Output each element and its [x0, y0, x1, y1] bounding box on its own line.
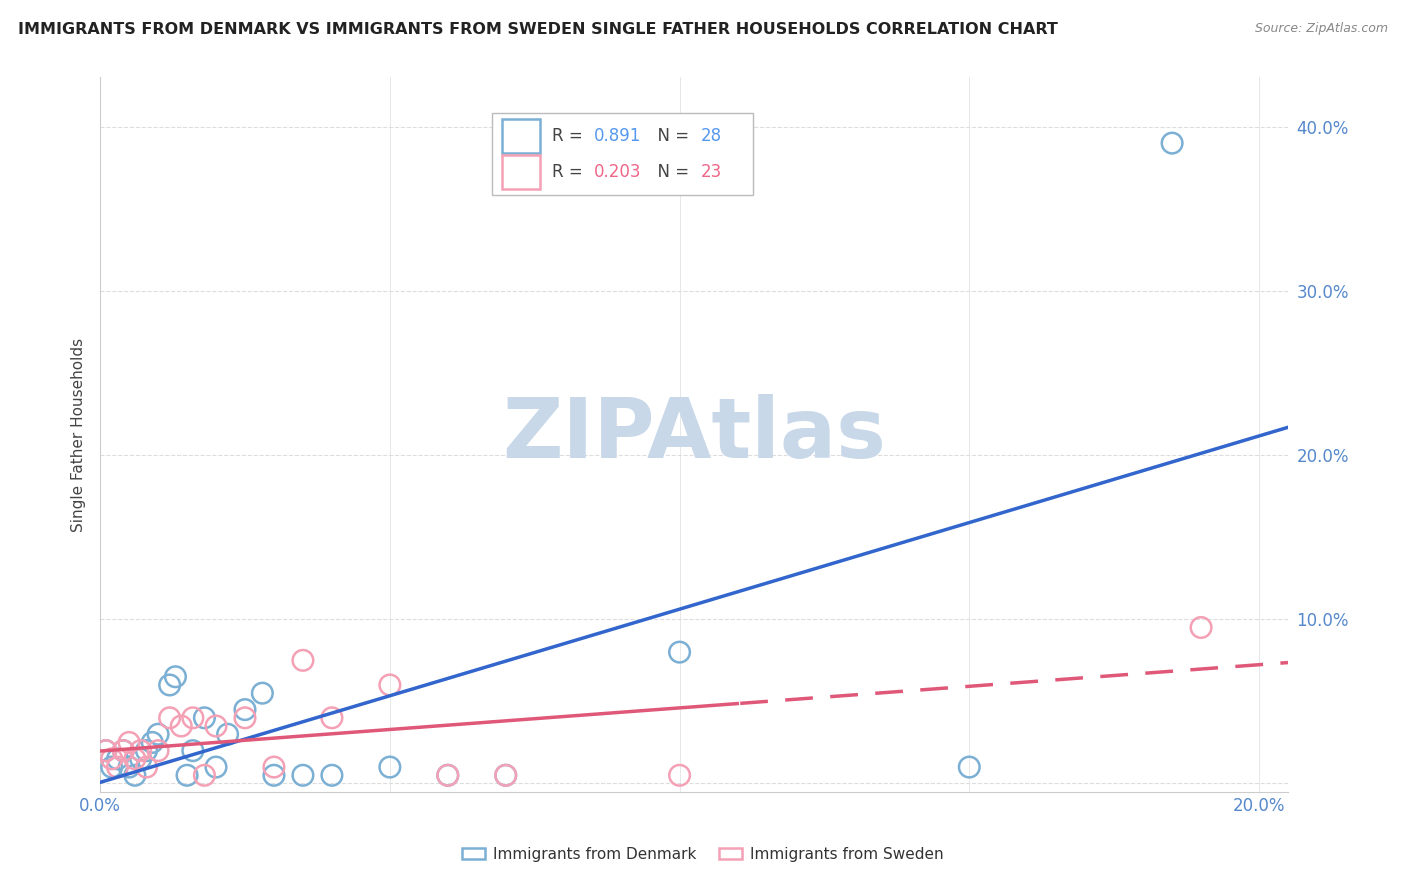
Point — [193, 711, 215, 725]
Point — [146, 744, 169, 758]
Point — [129, 744, 152, 758]
Point — [193, 768, 215, 782]
Point — [378, 760, 401, 774]
Text: IMMIGRANTS FROM DENMARK VS IMMIGRANTS FROM SWEDEN SINGLE FATHER HOUSEHOLDS CORRE: IMMIGRANTS FROM DENMARK VS IMMIGRANTS FR… — [18, 22, 1059, 37]
Text: ZIPAtlas: ZIPAtlas — [502, 394, 886, 475]
Point — [118, 735, 141, 749]
Point — [100, 752, 122, 766]
Point — [263, 760, 285, 774]
Point — [263, 768, 285, 782]
Point — [94, 744, 117, 758]
Point — [94, 744, 117, 758]
Point — [181, 711, 204, 725]
Point — [112, 744, 135, 758]
Point — [1161, 136, 1184, 150]
Point — [291, 653, 314, 667]
Legend: Immigrants from Denmark, Immigrants from Sweden: Immigrants from Denmark, Immigrants from… — [457, 841, 949, 868]
Point — [436, 768, 458, 782]
Text: N =: N = — [647, 128, 695, 145]
Point — [170, 719, 193, 733]
Point — [205, 719, 228, 733]
Point — [146, 727, 169, 741]
Point — [107, 760, 129, 774]
Point — [291, 768, 314, 782]
FancyBboxPatch shape — [492, 113, 754, 195]
Point — [233, 703, 256, 717]
Point — [176, 768, 198, 782]
Point — [217, 727, 239, 741]
Text: 23: 23 — [702, 163, 723, 181]
Point — [668, 645, 690, 659]
Point — [135, 760, 157, 774]
Point — [181, 744, 204, 758]
Point — [100, 760, 122, 774]
Point — [321, 768, 343, 782]
Text: R =: R = — [551, 163, 588, 181]
Point — [141, 735, 163, 749]
Point — [135, 744, 157, 758]
Text: Source: ZipAtlas.com: Source: ZipAtlas.com — [1254, 22, 1388, 36]
Text: N =: N = — [647, 163, 695, 181]
Point — [205, 760, 228, 774]
Point — [124, 752, 146, 766]
Point — [378, 678, 401, 692]
Point — [159, 711, 181, 725]
Point — [112, 744, 135, 758]
Text: R =: R = — [551, 128, 588, 145]
Point — [159, 678, 181, 692]
Point — [321, 711, 343, 725]
Point — [1189, 620, 1212, 634]
Point — [495, 768, 517, 782]
Y-axis label: Single Father Households: Single Father Households — [72, 337, 86, 532]
Point — [436, 768, 458, 782]
Point — [252, 686, 274, 700]
Text: 28: 28 — [702, 128, 723, 145]
Point — [124, 768, 146, 782]
Point — [495, 768, 517, 782]
Text: 0.891: 0.891 — [595, 128, 641, 145]
Point — [165, 670, 187, 684]
Point — [129, 752, 152, 766]
Point — [957, 760, 980, 774]
Point — [668, 768, 690, 782]
Point — [118, 760, 141, 774]
Point — [107, 752, 129, 766]
Point — [233, 711, 256, 725]
Text: 0.203: 0.203 — [595, 163, 641, 181]
